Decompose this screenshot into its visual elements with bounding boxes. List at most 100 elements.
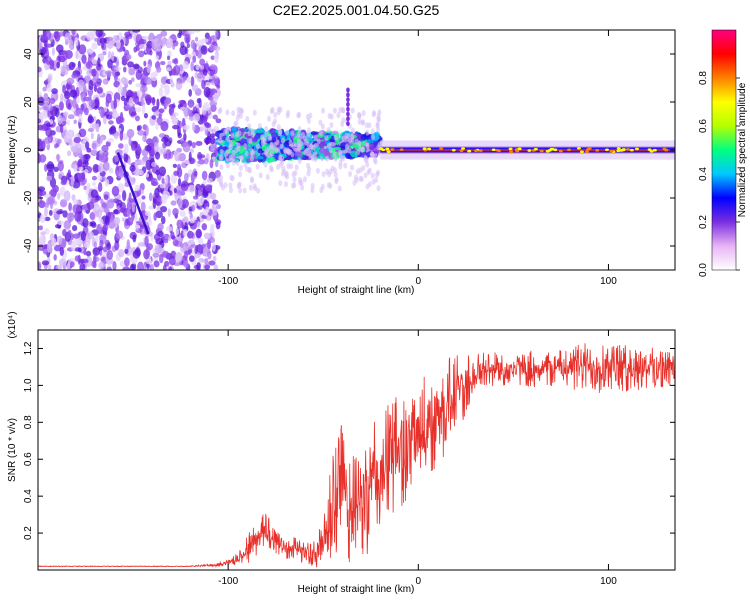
noise-blob — [166, 67, 172, 72]
halo-blob — [306, 117, 311, 124]
noise-blob — [158, 108, 165, 114]
noise-blob — [77, 158, 83, 168]
noise-blob — [155, 122, 159, 131]
noise-blob — [118, 166, 124, 176]
noise-blob — [153, 111, 160, 117]
signal-blob — [310, 131, 317, 135]
noise-blob — [75, 142, 82, 154]
noise-blob — [215, 118, 222, 124]
noise-blob — [103, 194, 109, 201]
noise-blob — [38, 118, 42, 124]
halo-blob — [297, 126, 302, 133]
halo-blob — [354, 177, 359, 184]
noise-blob — [97, 182, 103, 193]
noise-blob — [178, 99, 187, 105]
noise-blob — [56, 210, 63, 215]
halo-blob — [357, 118, 362, 125]
noise-blob — [152, 252, 160, 258]
noise-blob — [89, 221, 93, 227]
noise-blob — [60, 67, 69, 76]
halo-blob — [234, 147, 239, 154]
noise-blob — [83, 185, 87, 191]
noise-blob — [38, 186, 46, 192]
noise-blob — [113, 132, 119, 140]
noise-blob — [134, 115, 140, 122]
halo-blob — [296, 131, 301, 138]
halo-blob — [365, 129, 370, 136]
noise-blob — [120, 95, 126, 102]
noise-blob — [183, 124, 190, 131]
noise-blob — [143, 60, 147, 67]
noise-blob — [166, 55, 171, 61]
halo-blob — [231, 110, 236, 117]
noise-blob — [101, 38, 105, 49]
halo-blob — [361, 110, 366, 117]
noise-blob — [197, 154, 206, 159]
noise-blob — [144, 125, 149, 136]
tone-highlight — [422, 147, 427, 150]
noise-blob — [196, 262, 201, 270]
noise-blob — [129, 177, 136, 186]
halo-blob — [294, 164, 299, 171]
noise-blob — [91, 175, 98, 181]
noise-blob — [130, 143, 136, 152]
noise-blob — [62, 84, 66, 94]
noise-blob — [54, 107, 60, 118]
halo-blob — [239, 155, 244, 162]
noise-blob — [116, 116, 125, 124]
noise-blob — [155, 210, 163, 219]
noise-blob — [195, 140, 203, 147]
noise-blob — [105, 257, 114, 265]
snr-x-label: Height of straight line (km) — [298, 584, 415, 595]
noise-blob — [146, 64, 152, 74]
noise-blob — [135, 69, 142, 81]
halo-blob — [364, 122, 369, 129]
snr-y-tick-label: 1.0 — [23, 378, 34, 392]
halo-blob — [373, 157, 378, 164]
noise-blob — [107, 50, 112, 61]
noise-blob — [146, 138, 154, 145]
halo-blob — [262, 138, 267, 145]
halo-blob — [343, 162, 348, 169]
noise-blob — [68, 39, 74, 50]
noise-blob — [38, 154, 47, 163]
noise-blob — [114, 154, 120, 163]
noise-blob — [121, 190, 127, 202]
noise-blob — [115, 230, 124, 240]
noise-blob — [82, 217, 89, 228]
halo-blob — [284, 170, 289, 177]
noise-blob — [193, 113, 201, 122]
noise-blob — [148, 217, 152, 227]
noise-blob — [128, 79, 133, 85]
halo-blob — [242, 187, 247, 194]
noise-blob — [94, 37, 99, 42]
noise-blob — [186, 240, 195, 245]
noise-blob — [85, 256, 93, 267]
halo-blob — [219, 164, 224, 171]
figure-title: C2E2.2025.001.04.50.G25 — [273, 2, 440, 18]
noise-blob — [81, 54, 87, 64]
noise-blob — [39, 196, 43, 204]
noise-blob — [197, 159, 205, 165]
noise-blob — [45, 127, 52, 137]
noise-blob — [139, 182, 145, 192]
noise-blob — [112, 64, 116, 76]
noise-blob — [44, 206, 48, 217]
noise-blob — [167, 236, 171, 242]
noise-blob — [115, 60, 120, 67]
halo-blob — [329, 121, 334, 128]
halo-blob — [279, 143, 284, 150]
halo-blob — [328, 168, 333, 175]
noise-blob — [189, 148, 194, 153]
noise-blob — [129, 263, 135, 270]
noise-blob — [158, 166, 167, 177]
noise-blob — [138, 50, 145, 58]
colorbar-ticks: 0.0 0.2 0.4 0.6 0.8 — [698, 71, 740, 277]
noise-blob — [197, 72, 204, 79]
noise-blob — [174, 151, 180, 162]
noise-blob — [87, 115, 94, 124]
signal-blob — [367, 139, 373, 144]
halo-blob — [243, 161, 248, 168]
noise-blob — [110, 51, 115, 62]
noise-blob — [69, 261, 75, 268]
